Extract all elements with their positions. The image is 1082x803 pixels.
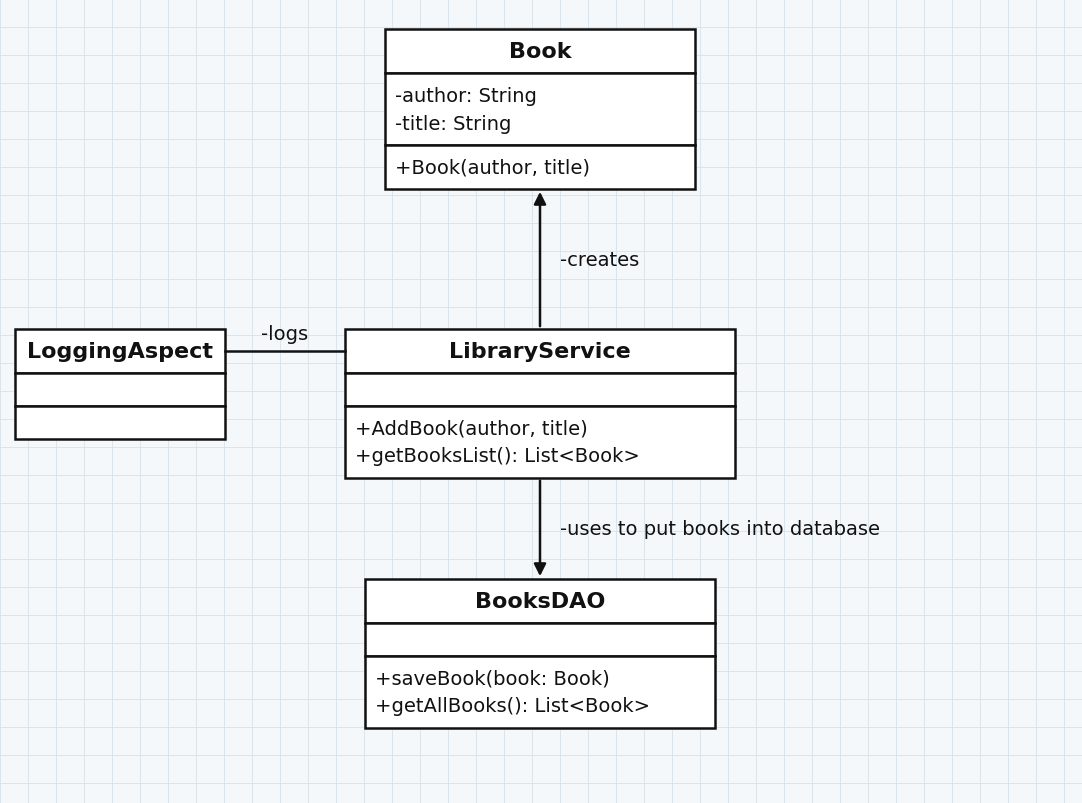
Bar (345, 406, 735, 479)
Bar (365, 656, 715, 728)
Bar (15, 329, 225, 373)
Text: +getBooksList(): List<Book>: +getBooksList(): List<Book> (355, 446, 639, 466)
Text: -title: String: -title: String (395, 114, 512, 133)
Bar (385, 30, 695, 74)
Bar (15, 373, 225, 406)
Text: +saveBook(book: Book): +saveBook(book: Book) (375, 668, 610, 687)
Text: +getAllBooks(): List<Book>: +getAllBooks(): List<Book> (375, 696, 650, 715)
Text: BooksDAO: BooksDAO (475, 591, 605, 611)
Bar (385, 146, 695, 190)
Text: +AddBook(author, title): +AddBook(author, title) (355, 419, 588, 438)
Bar (345, 329, 735, 373)
Text: -creates: -creates (560, 251, 639, 269)
Text: -logs: -logs (262, 324, 308, 344)
Bar (385, 74, 695, 146)
Text: -uses to put books into database: -uses to put books into database (560, 520, 880, 538)
Text: LoggingAspect: LoggingAspect (27, 341, 213, 361)
Bar (365, 579, 715, 623)
Text: -author: String: -author: String (395, 87, 537, 105)
Text: +Book(author, title): +Book(author, title) (395, 158, 590, 177)
Bar (345, 373, 735, 406)
Text: Book: Book (509, 42, 571, 62)
Bar (365, 623, 715, 656)
Bar (15, 406, 225, 439)
Text: LibraryService: LibraryService (449, 341, 631, 361)
